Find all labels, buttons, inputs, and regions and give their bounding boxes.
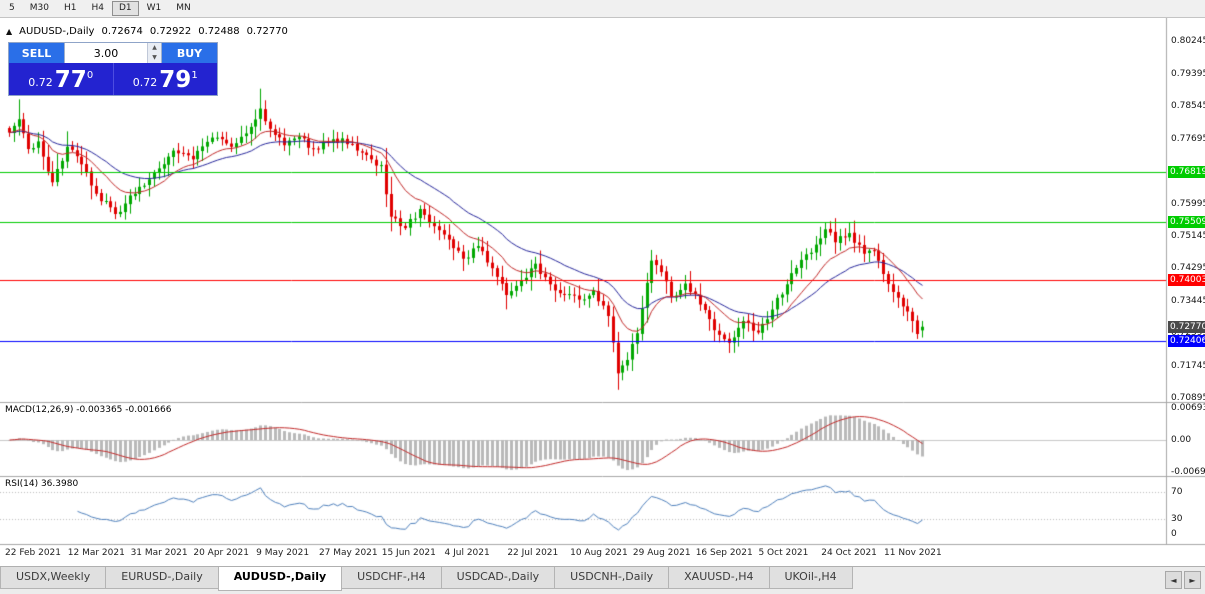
buy-price-display[interactable]: 0.72 79 1 bbox=[112, 63, 218, 95]
price-axis-label: 0.70895 bbox=[1171, 393, 1205, 404]
price-level-badge: 0.75509 bbox=[1168, 216, 1205, 229]
macd-axis-label: 0.00693 bbox=[1171, 403, 1205, 413]
sell-price-display[interactable]: 0.72 77 0 bbox=[9, 63, 113, 95]
price-axis-label: 0.72595 bbox=[1171, 328, 1205, 339]
buy-button[interactable]: BUY bbox=[162, 43, 217, 63]
volume-spin-down-icon[interactable]: ▼ bbox=[148, 53, 161, 63]
ohlc-close: 0.72770 bbox=[246, 26, 288, 37]
ohlc-high: 0.72922 bbox=[149, 26, 192, 37]
price-axis-label: 0.77695 bbox=[1171, 133, 1205, 144]
price-axis-label: 0.75995 bbox=[1171, 198, 1205, 209]
chart-ohlc-header: ▲ AUDUSD-,Daily 0.72674 0.72922 0.72488 … bbox=[6, 26, 288, 37]
chart-tabs: USDX,Weekly EURUSD-,Daily AUDUSD-,Daily USD… bbox=[0, 566, 1205, 594]
timeframe-button-mn[interactable]: MN bbox=[176, 3, 191, 13]
timeframe-button-m30[interactable]: M30 bbox=[29, 3, 49, 13]
date-axis-label: 22 Feb 2021 bbox=[5, 548, 62, 558]
tabs-scroll-left-button[interactable]: ◄ bbox=[1165, 571, 1182, 589]
date-axis-label: 11 Nov 2021 bbox=[884, 548, 942, 558]
chart-tab-audusd-[interactable]: AUDUSD-,Daily bbox=[217, 567, 343, 591]
price-chart-canvas[interactable] bbox=[0, 18, 1205, 566]
date-axis-label: 24 Oct 2021 bbox=[821, 548, 877, 558]
rsi-axis-label: 0 bbox=[1171, 529, 1177, 539]
buy-price-small: 0.72 bbox=[132, 76, 158, 89]
chart-tab-usdcad-[interactable]: USDCAD-,Daily bbox=[440, 567, 556, 589]
chart-tab-ukoil-[interactable]: UKOil-,H4 bbox=[768, 567, 853, 589]
sell-price-sup: 0 bbox=[86, 70, 94, 81]
rsi-axis-label: 70 bbox=[1171, 487, 1183, 497]
date-axis-label: 29 Aug 2021 bbox=[632, 548, 691, 558]
date-axis-label: 4 Jul 2021 bbox=[444, 548, 490, 558]
chart-tab-xauusd-[interactable]: XAUUSD-,H4 bbox=[668, 567, 770, 589]
volume-spin-up-icon[interactable]: ▲ bbox=[148, 43, 161, 53]
price-level-badge: 0.76819 bbox=[1168, 166, 1205, 179]
tabs-scroll-right-button[interactable]: ► bbox=[1184, 571, 1201, 589]
chart-tab-eurusd-[interactable]: EURUSD-,Daily bbox=[105, 567, 219, 589]
sell-button[interactable]: SELL bbox=[9, 43, 64, 63]
chart-symbol-title: AUDUSD-,Daily bbox=[19, 26, 95, 37]
price-level-badge: 0.74003 bbox=[1168, 273, 1205, 286]
chart-tab-usdx[interactable]: USDX,Weekly bbox=[0, 567, 107, 589]
buy-price-sup: 1 bbox=[191, 70, 198, 81]
price-axis-label: 0.78545 bbox=[1171, 101, 1205, 112]
date-axis-label: 16 Sep 2021 bbox=[695, 548, 753, 558]
tabs-scroll-buttons: ◄ ► bbox=[1165, 567, 1205, 589]
date-axis-label: 31 Mar 2021 bbox=[130, 548, 188, 558]
chart-tab-usdchf-[interactable]: USDCHF-,H4 bbox=[341, 567, 442, 589]
price-axis-label: 0.71745 bbox=[1171, 360, 1205, 371]
chart-tab-usdcnh-[interactable]: USDCNH-,Daily bbox=[554, 567, 670, 589]
chart-area: ▲ AUDUSD-,Daily 0.72674 0.72922 0.72488 … bbox=[0, 18, 1205, 566]
price-axis-label: 0.74295 bbox=[1171, 263, 1205, 274]
date-axis-label: 9 May 2021 bbox=[256, 548, 310, 558]
date-axis-label: 27 May 2021 bbox=[318, 548, 378, 558]
rsi-axis-label: 30 bbox=[1171, 514, 1183, 524]
chart-tabs-list: USDX,Weekly EURUSD-,Daily AUDUSD-,Daily USD… bbox=[0, 567, 853, 591]
price-axis-label: 0.79395 bbox=[1171, 68, 1205, 79]
collapse-trade-panel-icon[interactable]: ▲ bbox=[6, 27, 13, 36]
date-axis-label: 5 Oct 2021 bbox=[758, 548, 809, 558]
volume-value[interactable]: 3.00 bbox=[93, 46, 119, 60]
date-axis-label: 22 Jul 2021 bbox=[507, 548, 559, 558]
macd-axis-label: 0.00 bbox=[1171, 435, 1192, 445]
macd-axis-label: -0.00693 bbox=[1171, 466, 1205, 477]
ohlc-low: 0.72488 bbox=[198, 26, 240, 37]
timeframe-button-h4[interactable]: H4 bbox=[91, 3, 104, 13]
volume-spinner[interactable]: ▲ ▼ bbox=[147, 43, 161, 63]
price-axis-label: 0.73445 bbox=[1171, 295, 1205, 306]
last-price-badge: 0.72770 bbox=[1168, 320, 1205, 333]
date-axis-label: 15 Jun 2021 bbox=[381, 548, 436, 558]
macd-indicator-label: MACD(12,26,9) -0.003365 -0.001666 bbox=[5, 405, 172, 415]
one-click-trading-panel: SELL 3.00 ▲ ▼ BUY 0.72 77 0 0.72 79 1 bbox=[8, 42, 218, 96]
price-axis-label: 0.80245 bbox=[1171, 36, 1205, 47]
ohlc-open: 0.72674 bbox=[101, 26, 143, 37]
date-axis-label: 20 Apr 2021 bbox=[193, 548, 250, 558]
sell-price-big: 77 bbox=[54, 67, 87, 93]
price-level-badge: 0.72406 bbox=[1168, 334, 1205, 347]
timeframe-button-h1[interactable]: H1 bbox=[63, 3, 77, 13]
buy-price-big: 79 bbox=[159, 67, 192, 93]
timeframe-button-5[interactable]: 5 bbox=[9, 3, 15, 13]
volume-input[interactable]: 3.00 ▲ ▼ bbox=[64, 43, 162, 63]
date-axis-label: 10 Aug 2021 bbox=[570, 548, 628, 558]
date-axis-label: 12 Mar 2021 bbox=[67, 548, 125, 558]
timeframe-button-d1[interactable]: D1 bbox=[111, 1, 139, 16]
sell-price-small: 0.72 bbox=[28, 76, 53, 89]
rsi-indicator-label: RSI(14) 36.3980 bbox=[5, 479, 79, 489]
timeframe-button-w1[interactable]: W1 bbox=[146, 3, 162, 13]
timeframe-toolbar: 5 M30 H1 H4 D1 W1 MN bbox=[0, 0, 1205, 18]
price-axis-label: 0.75145 bbox=[1171, 230, 1205, 241]
